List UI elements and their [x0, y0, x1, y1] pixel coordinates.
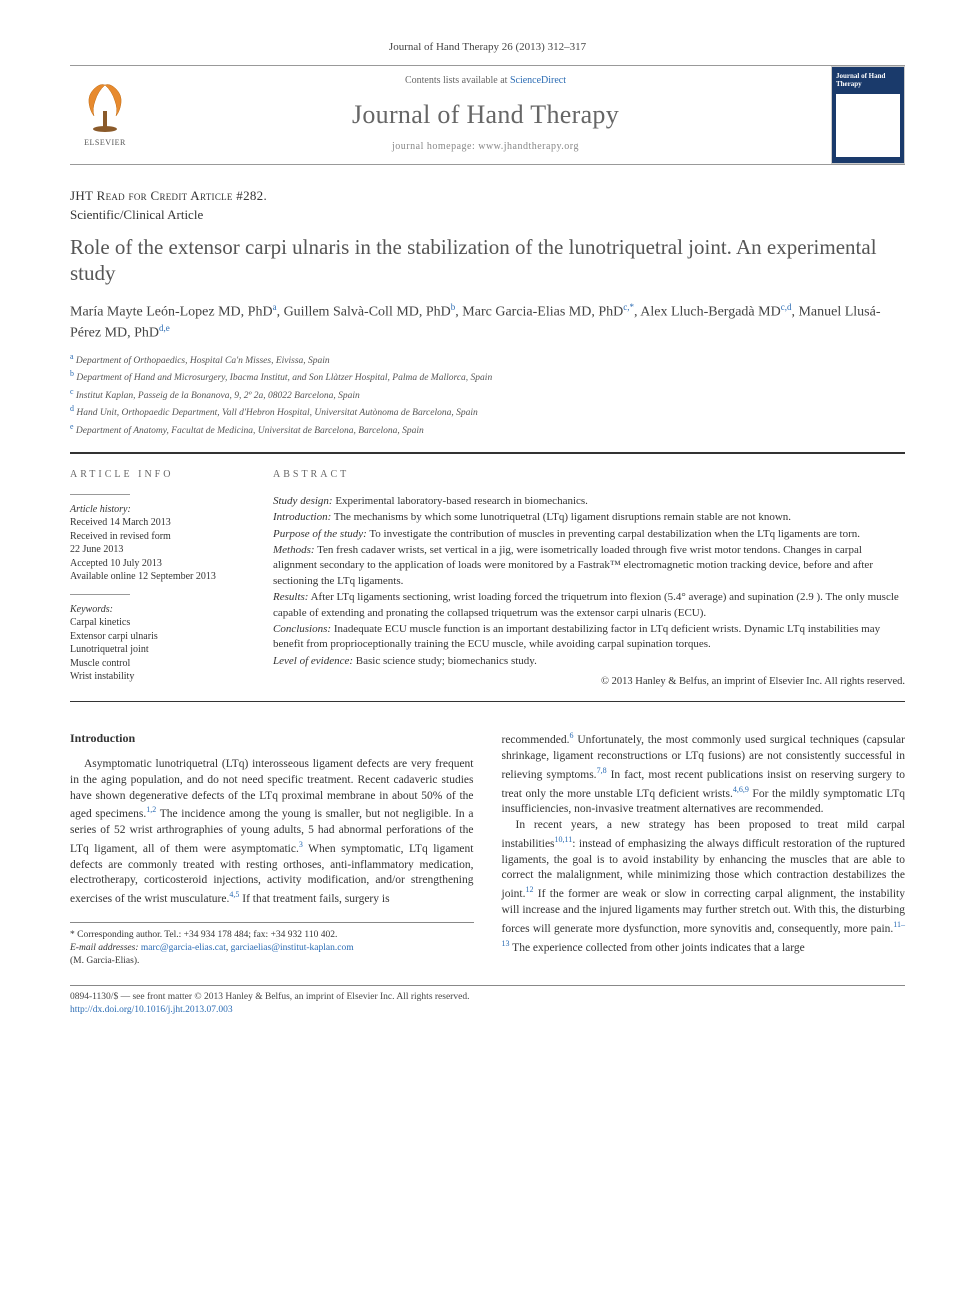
sciencedirect-link[interactable]: ScienceDirect — [510, 75, 566, 86]
doi-link[interactable]: http://dx.doi.org/10.1016/j.jht.2013.07.… — [70, 1005, 233, 1015]
abstract-copyright: © 2013 Hanley & Belfus, an imprint of El… — [273, 675, 905, 689]
corr-email-2[interactable]: garciaelias@institut-kaplan.com — [231, 943, 354, 953]
corr-author-line: * Corresponding author. Tel.: +34 934 17… — [70, 929, 474, 942]
history-lines: Received 14 March 2013Received in revise… — [70, 516, 245, 584]
author-list: María Mayte León-Lopez MD, PhDa, Guillem… — [70, 301, 905, 344]
info-rule-1 — [70, 494, 130, 495]
abstract-body: Study design: Experimental laboratory-ba… — [273, 494, 905, 669]
abstract-heading: ABSTRACT — [273, 468, 905, 482]
article-type-line: JHT Read for Credit Article #282. — [70, 187, 905, 205]
elsevier-tree-icon — [80, 81, 130, 136]
contents-line: Contents lists available at ScienceDirec… — [140, 74, 831, 88]
info-rule-2 — [70, 594, 130, 595]
homepage-line: journal homepage: www.jhandtherapy.org — [140, 140, 831, 154]
journal-cover-thumbnail: Journal of Hand Therapy — [831, 66, 905, 164]
article-info-heading: ARTICLE INFO — [70, 468, 245, 482]
corr-email-1[interactable]: marc@garcia-elias.cat — [141, 943, 226, 953]
homepage-url[interactable]: www.jhandtherapy.org — [478, 141, 579, 152]
body-paragraph-1: Asymptomatic lunotriquetral (LTq) intero… — [70, 757, 474, 908]
body-columns: Introduction Asymptomatic lunotriquetral… — [70, 730, 905, 967]
affiliation-list: a Department of Orthopaedics, Hospital C… — [70, 351, 905, 438]
introduction-heading: Introduction — [70, 730, 474, 747]
journal-header: ELSEVIER Contents lists available at Sci… — [70, 65, 905, 165]
body-paragraph-2: recommended.6 Unfortunately, the most co… — [502, 730, 906, 818]
elsevier-wordmark: ELSEVIER — [84, 138, 126, 149]
email-label: E-mail addresses: — [70, 943, 139, 953]
homepage-prefix: journal homepage: — [392, 141, 478, 152]
article-title: Role of the extensor carpi ulnaris in th… — [70, 234, 905, 287]
contents-prefix: Contents lists available at — [405, 75, 510, 86]
body-paragraph-3: In recent years, a new strategy has been… — [502, 818, 906, 956]
front-matter-line: 0894-1130/$ — see front matter © 2013 Ha… — [70, 985, 905, 1017]
history-label: Article history: — [70, 503, 245, 517]
keyword-lines: Carpal kineticsExtensor carpi ulnarisLun… — [70, 616, 245, 684]
keywords-label: Keywords: — [70, 603, 245, 617]
elsevier-logo: ELSEVIER — [70, 66, 140, 164]
article-info-column: ARTICLE INFO Article history: Received 1… — [70, 468, 245, 689]
front-matter-text: 0894-1130/$ — see front matter © 2013 Ha… — [70, 991, 905, 1004]
abstract-column: ABSTRACT Study design: Experimental labo… — [273, 468, 905, 689]
corr-author-name: (M. Garcia-Elias). — [70, 955, 474, 968]
journal-name: Journal of Hand Therapy — [140, 97, 831, 132]
citation-reference: Journal of Hand Therapy 26 (2013) 312–31… — [70, 40, 905, 55]
corresponding-author-footnote: * Corresponding author. Tel.: +34 934 17… — [70, 922, 474, 967]
cover-title: Journal of Hand Therapy — [836, 73, 900, 88]
article-category: Scientific/Clinical Article — [70, 206, 905, 224]
